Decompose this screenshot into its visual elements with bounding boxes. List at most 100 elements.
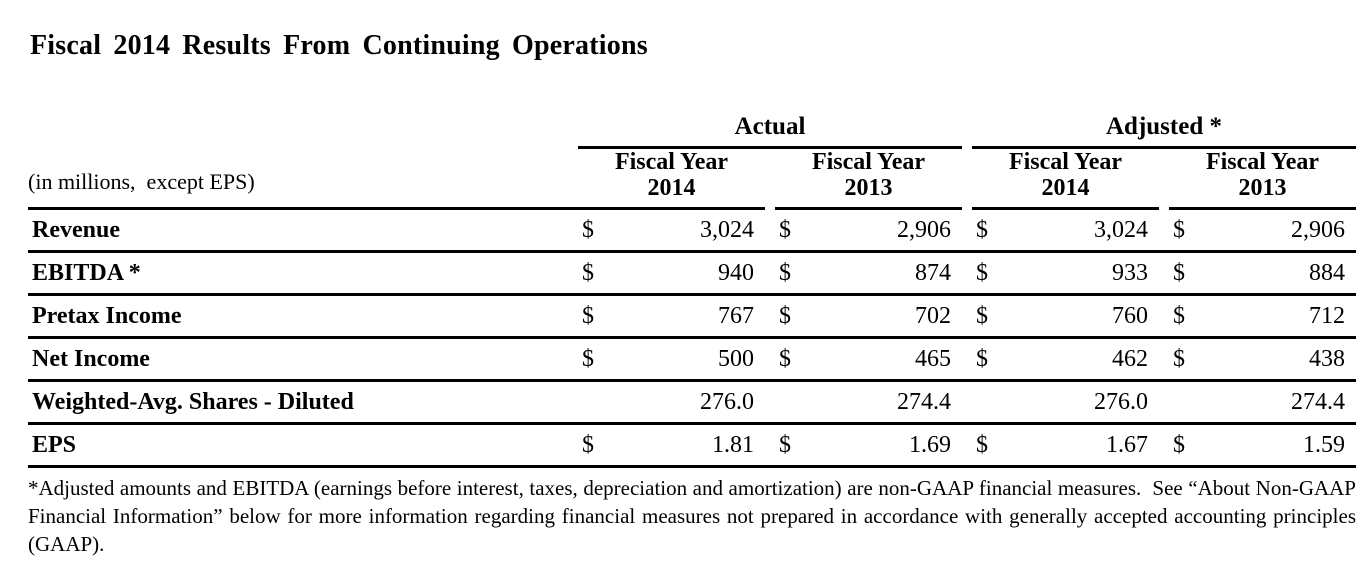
currency-symbol: $ bbox=[582, 216, 594, 243]
cell-value: 1.59 bbox=[1303, 431, 1345, 458]
cell-adjusted-fy2013: 274.4 bbox=[1169, 389, 1356, 416]
cell-actual-fy2014: $767 bbox=[578, 303, 765, 330]
row-label: Revenue bbox=[32, 216, 120, 243]
cell-value: 702 bbox=[915, 302, 951, 329]
cell-adjusted-fy2013: $438 bbox=[1169, 346, 1356, 373]
cell-actual-fy2014: $3,024 bbox=[578, 217, 765, 244]
cell-adjusted-fy2014: $462 bbox=[972, 346, 1159, 373]
column-header-row: (in millions, except EPS) Fiscal Year 20… bbox=[28, 149, 1356, 210]
column-header-adjusted-fy2013: Fiscal Year 2013 bbox=[1169, 149, 1356, 210]
cell-adjusted-fy2014: $933 bbox=[972, 260, 1159, 287]
currency-symbol: $ bbox=[582, 345, 594, 372]
cell-actual-fy2013: $465 bbox=[775, 346, 962, 373]
cell-adjusted-fy2014: 276.0 bbox=[972, 389, 1159, 416]
table-body: Revenue $3,024 $2,906 $3,024 $2,906 EBIT… bbox=[28, 210, 1356, 468]
cell-adjusted-fy2014: $760 bbox=[972, 303, 1159, 330]
cell-adjusted-fy2013: $1.59 bbox=[1169, 432, 1356, 459]
cell-value: 276.0 bbox=[700, 388, 754, 415]
cell-actual-fy2013: $1.69 bbox=[775, 432, 962, 459]
row-label: Pretax Income bbox=[32, 302, 182, 329]
row-label: Weighted-Avg. Shares - Diluted bbox=[32, 388, 354, 415]
cell-value: 884 bbox=[1309, 259, 1345, 286]
group-header-row: Actual Adjusted * bbox=[28, 105, 1356, 149]
cell-value: 3,024 bbox=[700, 216, 754, 243]
currency-symbol: $ bbox=[976, 431, 988, 458]
currency-symbol: $ bbox=[779, 216, 791, 243]
cell-value: 940 bbox=[718, 259, 754, 286]
cell-actual-fy2014: 276.0 bbox=[578, 389, 765, 416]
currency-symbol: $ bbox=[582, 431, 594, 458]
currency-symbol: $ bbox=[1173, 431, 1185, 458]
cell-value: 760 bbox=[1112, 302, 1148, 329]
cell-value: 2,906 bbox=[897, 216, 951, 243]
group-header-adjusted: Adjusted * bbox=[972, 113, 1356, 149]
row-label: EBITDA * bbox=[32, 259, 141, 286]
column-header-line: Fiscal Year bbox=[1008, 149, 1123, 175]
table-row-pretax-income: Pretax Income $767 $702 $760 $712 bbox=[28, 293, 1356, 336]
table-row-ebitda: EBITDA * $940 $874 $933 $884 bbox=[28, 250, 1356, 293]
column-header-line: 2013 bbox=[1238, 175, 1287, 201]
cell-value: 274.4 bbox=[1291, 388, 1345, 415]
cell-adjusted-fy2014: $3,024 bbox=[972, 217, 1159, 244]
column-header-actual-fy2014: Fiscal Year 2014 bbox=[578, 149, 765, 210]
table-row-revenue: Revenue $3,024 $2,906 $3,024 $2,906 bbox=[28, 210, 1356, 250]
currency-symbol: $ bbox=[976, 302, 988, 329]
column-header-line: Fiscal Year bbox=[1205, 149, 1320, 175]
cell-value: 767 bbox=[718, 302, 754, 329]
table-row-eps: EPS $1.81 $1.69 $1.67 $1.59 bbox=[28, 422, 1356, 465]
cell-adjusted-fy2014: $1.67 bbox=[972, 432, 1159, 459]
currency-symbol: $ bbox=[779, 259, 791, 286]
currency-symbol: $ bbox=[976, 259, 988, 286]
currency-symbol: $ bbox=[1173, 259, 1185, 286]
row-label: EPS bbox=[32, 431, 77, 458]
cell-value: 874 bbox=[915, 259, 951, 286]
cell-value: 462 bbox=[1112, 345, 1148, 372]
cell-value: 1.67 bbox=[1106, 431, 1148, 458]
column-header-line: 2014 bbox=[647, 175, 696, 201]
cell-value: 1.69 bbox=[909, 431, 951, 458]
table-row-net-income: Net Income $500 $465 $462 $438 bbox=[28, 336, 1356, 379]
cell-actual-fy2013: $874 bbox=[775, 260, 962, 287]
cell-value: 1.81 bbox=[712, 431, 754, 458]
cell-value: 465 bbox=[915, 345, 951, 372]
currency-symbol: $ bbox=[582, 259, 594, 286]
column-header-line: Fiscal Year bbox=[811, 149, 926, 175]
column-header-actual-fy2013: Fiscal Year 2013 bbox=[775, 149, 962, 210]
currency-symbol: $ bbox=[976, 345, 988, 372]
footnote: *Adjusted amounts and EBITDA (earnings b… bbox=[28, 476, 1356, 556]
currency-symbol: $ bbox=[976, 216, 988, 243]
cell-value: 2,906 bbox=[1291, 216, 1345, 243]
page-title: Fiscal 2014 Results From Continuing Oper… bbox=[30, 30, 648, 61]
column-header-adjusted-fy2014: Fiscal Year 2014 bbox=[972, 149, 1159, 210]
currency-symbol: $ bbox=[779, 302, 791, 329]
cell-actual-fy2014: $940 bbox=[578, 260, 765, 287]
group-header-actual: Actual bbox=[578, 113, 962, 149]
cell-actual-fy2014: $1.81 bbox=[578, 432, 765, 459]
cell-value: 274.4 bbox=[897, 388, 951, 415]
table-row-weighted-avg-shares: Weighted-Avg. Shares - Diluted 276.0 274… bbox=[28, 379, 1356, 422]
currency-symbol: $ bbox=[582, 302, 594, 329]
unit-label: (in millions, except EPS) bbox=[28, 149, 578, 210]
currency-symbol: $ bbox=[779, 431, 791, 458]
cell-adjusted-fy2013: $712 bbox=[1169, 303, 1356, 330]
column-header-line: 2014 bbox=[1041, 175, 1090, 201]
cell-value: 933 bbox=[1112, 259, 1148, 286]
results-table: Actual Adjusted * (in millions, except E… bbox=[28, 105, 1356, 468]
cell-actual-fy2013: 274.4 bbox=[775, 389, 962, 416]
cell-value: 276.0 bbox=[1094, 388, 1148, 415]
cell-value: 438 bbox=[1309, 345, 1345, 372]
column-header-line: 2013 bbox=[844, 175, 893, 201]
currency-symbol: $ bbox=[1173, 216, 1185, 243]
cell-adjusted-fy2013: $2,906 bbox=[1169, 217, 1356, 244]
row-label: Net Income bbox=[32, 345, 150, 372]
currency-symbol: $ bbox=[1173, 345, 1185, 372]
cell-actual-fy2013: $2,906 bbox=[775, 217, 962, 244]
cell-value: 712 bbox=[1309, 302, 1345, 329]
cell-actual-fy2014: $500 bbox=[578, 346, 765, 373]
cell-adjusted-fy2013: $884 bbox=[1169, 260, 1356, 287]
cell-value: 500 bbox=[718, 345, 754, 372]
column-header-line: Fiscal Year bbox=[614, 149, 729, 175]
cell-actual-fy2013: $702 bbox=[775, 303, 962, 330]
currency-symbol: $ bbox=[1173, 302, 1185, 329]
